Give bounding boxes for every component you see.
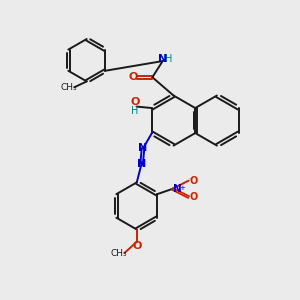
Text: H: H xyxy=(166,54,173,64)
Text: O: O xyxy=(130,97,140,107)
Text: O: O xyxy=(190,176,198,186)
Text: O: O xyxy=(190,192,198,202)
Text: ⁻: ⁻ xyxy=(188,175,192,184)
Text: N: N xyxy=(158,54,167,64)
Text: N: N xyxy=(138,143,148,153)
Text: CH₃: CH₃ xyxy=(61,83,77,92)
Text: N: N xyxy=(137,159,146,169)
Text: N: N xyxy=(173,184,182,194)
Text: O: O xyxy=(128,72,138,82)
Text: H: H xyxy=(131,106,139,116)
Text: +: + xyxy=(179,185,185,191)
Text: O: O xyxy=(132,241,141,251)
Text: CH₃: CH₃ xyxy=(111,249,128,258)
